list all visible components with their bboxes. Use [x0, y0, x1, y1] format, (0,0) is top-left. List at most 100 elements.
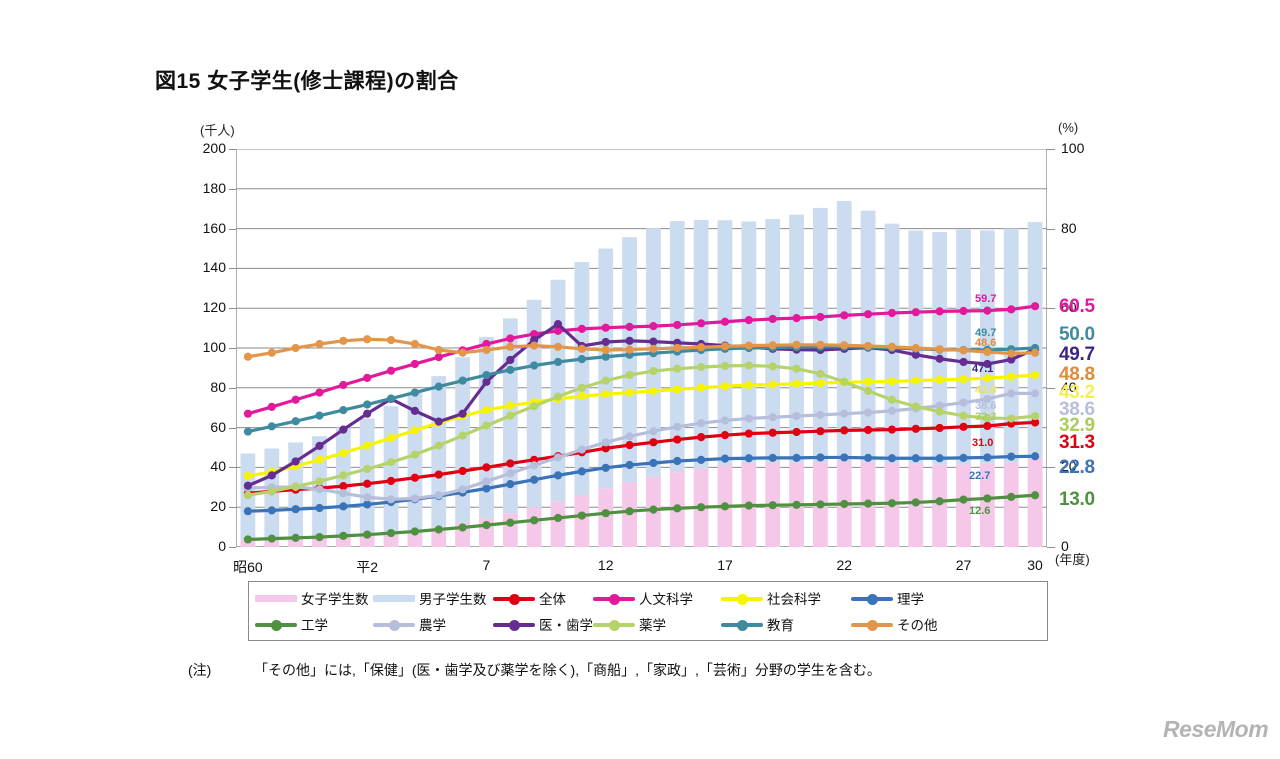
- legend-swatch-pharmacy-icon: [593, 617, 635, 631]
- x-axis-tick: 22: [836, 557, 853, 573]
- legend-item-science[interactable]: 理学: [851, 588, 947, 608]
- prev-value-agriculture: 38.6: [975, 400, 997, 412]
- y-axis-right-tickmark: [1047, 387, 1055, 389]
- end-value-total: 31.3: [1059, 432, 1095, 453]
- y-axis-right-tick: 100: [1061, 140, 1085, 156]
- y-axis-right-tick: 80: [1061, 219, 1077, 236]
- legend-item-pharmacy[interactable]: 薬学: [593, 614, 721, 634]
- legend-row: 女子学生数 男子学生数 全体 人文科学 社会科学 理学: [255, 585, 1041, 611]
- page-title: 図15 女子学生(修士課程)の割合: [155, 70, 459, 93]
- legend-swatch-humanities-icon: [593, 591, 635, 605]
- y-axis-left-tickmark: [229, 268, 236, 270]
- end-value-social-science: 43.2: [1059, 382, 1095, 403]
- legend-swatch-agriculture-icon: [373, 617, 415, 631]
- y-axis-right-tickmark: [1047, 547, 1055, 548]
- prev-value-other: 48.6: [975, 337, 997, 349]
- legend-item-male-students[interactable]: 男子学生数: [373, 588, 493, 608]
- prev-value-engineering: 12.6: [969, 505, 991, 517]
- prev-value-social-science: 42.8: [975, 384, 997, 396]
- y-axis-left-tickmark: [229, 228, 236, 230]
- resemom-watermark: ReseMom: [1163, 716, 1269, 742]
- legend-swatch-female-students-icon: [255, 591, 297, 605]
- footnote-tag: (注): [188, 662, 212, 678]
- legend-item-medicine-dentistry[interactable]: 医・歯学: [493, 614, 593, 634]
- legend-swatch-social-science-icon: [721, 591, 763, 605]
- prev-value-total: 31.0: [972, 437, 994, 449]
- legend-label-male-students: 男子学生数: [419, 592, 487, 607]
- y-axis-left-tickmark: [229, 188, 236, 190]
- end-value-medicine-dentistry: 49.7: [1059, 344, 1095, 365]
- x-axis-tick: 平2: [356, 559, 379, 575]
- end-value-pharmacy: 32.9: [1059, 415, 1095, 436]
- legend-item-agriculture[interactable]: 農学: [373, 614, 493, 634]
- x-axis-caption: (年度): [1055, 552, 1090, 567]
- y-axis-right-tick: 0: [1061, 538, 1069, 554]
- y-axis-right-tickmark: [1047, 308, 1055, 310]
- y-axis-right-tickmark: [1047, 149, 1055, 150]
- legend-swatch-medicine-dentistry-icon: [493, 617, 535, 631]
- legend-swatch-other-icon: [851, 617, 893, 631]
- end-value-engineering: 13.0: [1059, 489, 1095, 510]
- legend-label-pharmacy: 薬学: [639, 618, 666, 633]
- right-axis-unit: (%): [1058, 120, 1079, 135]
- end-value-humanities: 60.5: [1059, 296, 1095, 317]
- y-axis-left-tick: 100: [202, 339, 226, 355]
- y-axis-left-tick: 60: [210, 418, 226, 435]
- x-axis-tick: 27: [955, 557, 972, 573]
- y-axis-right-tickmark: [1047, 467, 1055, 469]
- y-axis-left-tick: 200: [202, 140, 226, 156]
- y-axis-left-tickmark: [229, 427, 236, 429]
- y-axis-left-tick: 140: [202, 259, 226, 276]
- end-value-other: 48.8: [1059, 364, 1095, 385]
- prev-value-medicine-dentistry: 47.1: [972, 363, 994, 375]
- y-axis-left-tickmark: [229, 547, 236, 548]
- legend-label-social-science: 社会科学: [767, 592, 821, 607]
- x-axis-tick: 昭60: [233, 559, 263, 575]
- y-axis-left-tick: 0: [218, 538, 226, 554]
- y-axis-right-tick: 20: [1061, 458, 1077, 475]
- legend-item-other[interactable]: その他: [851, 614, 947, 634]
- legend-item-total[interactable]: 全体: [493, 588, 593, 608]
- y-axis-left-tick: 180: [202, 179, 226, 196]
- legend-label-total: 全体: [539, 592, 566, 607]
- y-axis-left-tickmark: [229, 507, 236, 509]
- x-axis-tick: 17: [717, 557, 733, 573]
- legend-label-engineering: 工学: [301, 618, 328, 633]
- legend-label-female-students: 女子学生数: [301, 592, 369, 607]
- legend-swatch-education-icon: [721, 617, 763, 631]
- y-axis-left-tick: 40: [210, 458, 226, 475]
- y-axis-left-tickmark: [229, 467, 236, 469]
- legend-label-agriculture: 農学: [419, 618, 446, 633]
- legend-item-education[interactable]: 教育: [721, 614, 851, 634]
- legend-label-science: 理学: [897, 592, 924, 607]
- y-axis-right-tickmark: [1047, 228, 1055, 230]
- prev-value-science: 22.7: [969, 470, 991, 482]
- x-axis-tick: 12: [597, 557, 614, 573]
- legend-swatch-science-icon: [851, 591, 893, 605]
- legend-item-engineering[interactable]: 工学: [255, 614, 373, 634]
- prev-value-pharmacy: 32.3: [975, 411, 997, 423]
- y-axis-left-tickmark: [229, 387, 236, 389]
- y-axis-left-tickmark: [229, 149, 236, 150]
- y-axis-left-tick: 80: [210, 378, 226, 395]
- legend-label-other: その他: [897, 618, 938, 633]
- end-value-education: 50.0: [1059, 324, 1095, 345]
- prev-value-education: 49.7: [975, 327, 997, 339]
- chart-plot-area: [236, 149, 1047, 547]
- x-axis-tick: 30: [1027, 557, 1043, 573]
- legend-item-humanities[interactable]: 人文科学: [593, 588, 721, 608]
- footnote: (注) 「その他」には,「保健」(医・歯学及び薬学を除く),「商船」,「家政」,「…: [188, 660, 881, 680]
- y-axis-right-tick: 40: [1061, 378, 1077, 395]
- y-axis-left-tickmark: [229, 308, 236, 310]
- legend-swatch-male-students-icon: [373, 591, 415, 605]
- y-axis-left-tickmark: [229, 348, 236, 349]
- y-axis-right-tick: 60: [1061, 299, 1077, 316]
- legend-label-humanities: 人文科学: [639, 592, 693, 607]
- prev-value-humanities: 59.7: [975, 293, 997, 305]
- footnote-text: 「その他」には,「保健」(医・歯学及び薬学を除く),「商船」,「家政」,「芸術」…: [254, 662, 881, 678]
- chart-svg: [236, 149, 1047, 547]
- chart-legend: 女子学生数 男子学生数 全体 人文科学 社会科学 理学工学 農学 医・歯学 薬学 教育 その他: [248, 581, 1048, 641]
- legend-item-social-science[interactable]: 社会科学: [721, 588, 851, 608]
- legend-item-female-students[interactable]: 女子学生数: [255, 588, 373, 608]
